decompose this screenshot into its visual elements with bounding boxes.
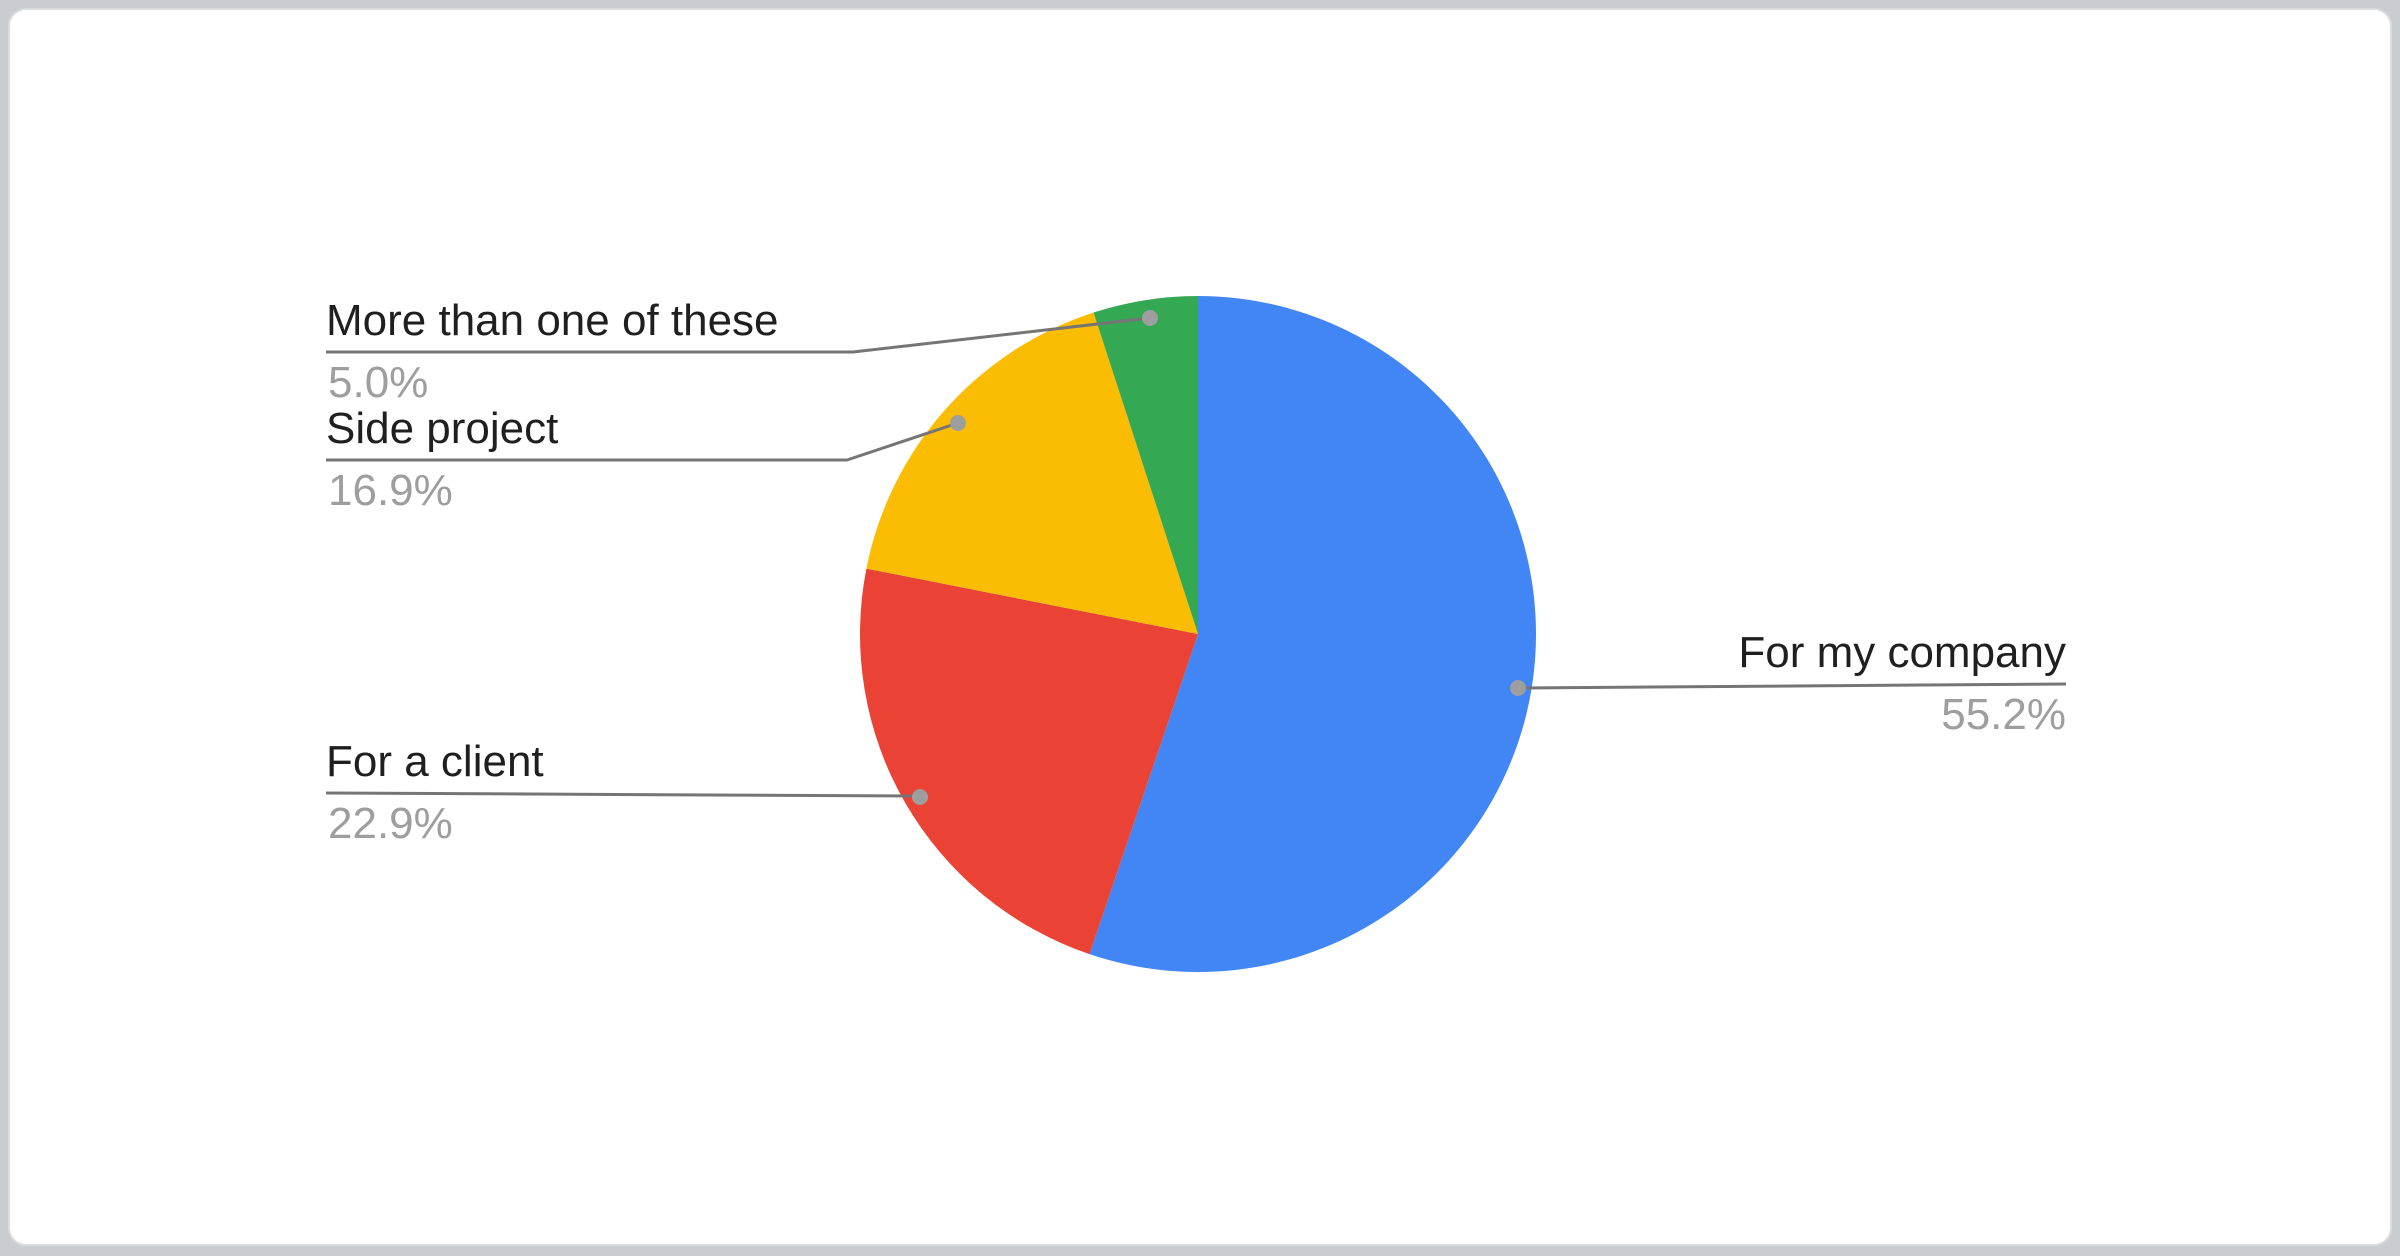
leader-line-more-than-one-of-these xyxy=(326,316,1151,354)
leader-dot-for-my-company xyxy=(1510,680,1526,696)
slice-percent-for-a-client: 22.9% xyxy=(328,799,453,848)
leader-lines xyxy=(325,316,2067,798)
slice-label-side-project: Side project xyxy=(326,404,559,453)
pie-slice-more-than-one-of-these[interactable] xyxy=(1093,295,1198,634)
slice-label-more-than-one-of-these: More than one of these xyxy=(326,296,779,345)
leader-dot-more-than-one-of-these xyxy=(1142,310,1158,326)
slice-percent-more-than-one-of-these: 5.0% xyxy=(328,358,429,407)
leader-line-for-my-company xyxy=(1517,682,2067,690)
pie-slices xyxy=(859,295,1536,972)
leader-dots xyxy=(912,310,1526,805)
slice-percent-for-my-company: 55.2% xyxy=(1941,690,2066,739)
leader-line-side-project xyxy=(326,421,959,462)
slice-label-for-my-company: For my company xyxy=(1738,628,2066,677)
pie-slice-side-project[interactable] xyxy=(866,312,1198,634)
leader-dot-side-project xyxy=(950,415,966,431)
leader-line-for-a-client xyxy=(325,791,919,798)
slice-label-for-a-client: For a client xyxy=(326,737,544,786)
pie-slice-for-my-company[interactable] xyxy=(1089,296,1536,972)
pie-slice-for-a-client[interactable] xyxy=(859,568,1198,955)
leader-dot-for-a-client xyxy=(912,789,928,805)
slice-percent-side-project: 16.9% xyxy=(328,466,453,515)
